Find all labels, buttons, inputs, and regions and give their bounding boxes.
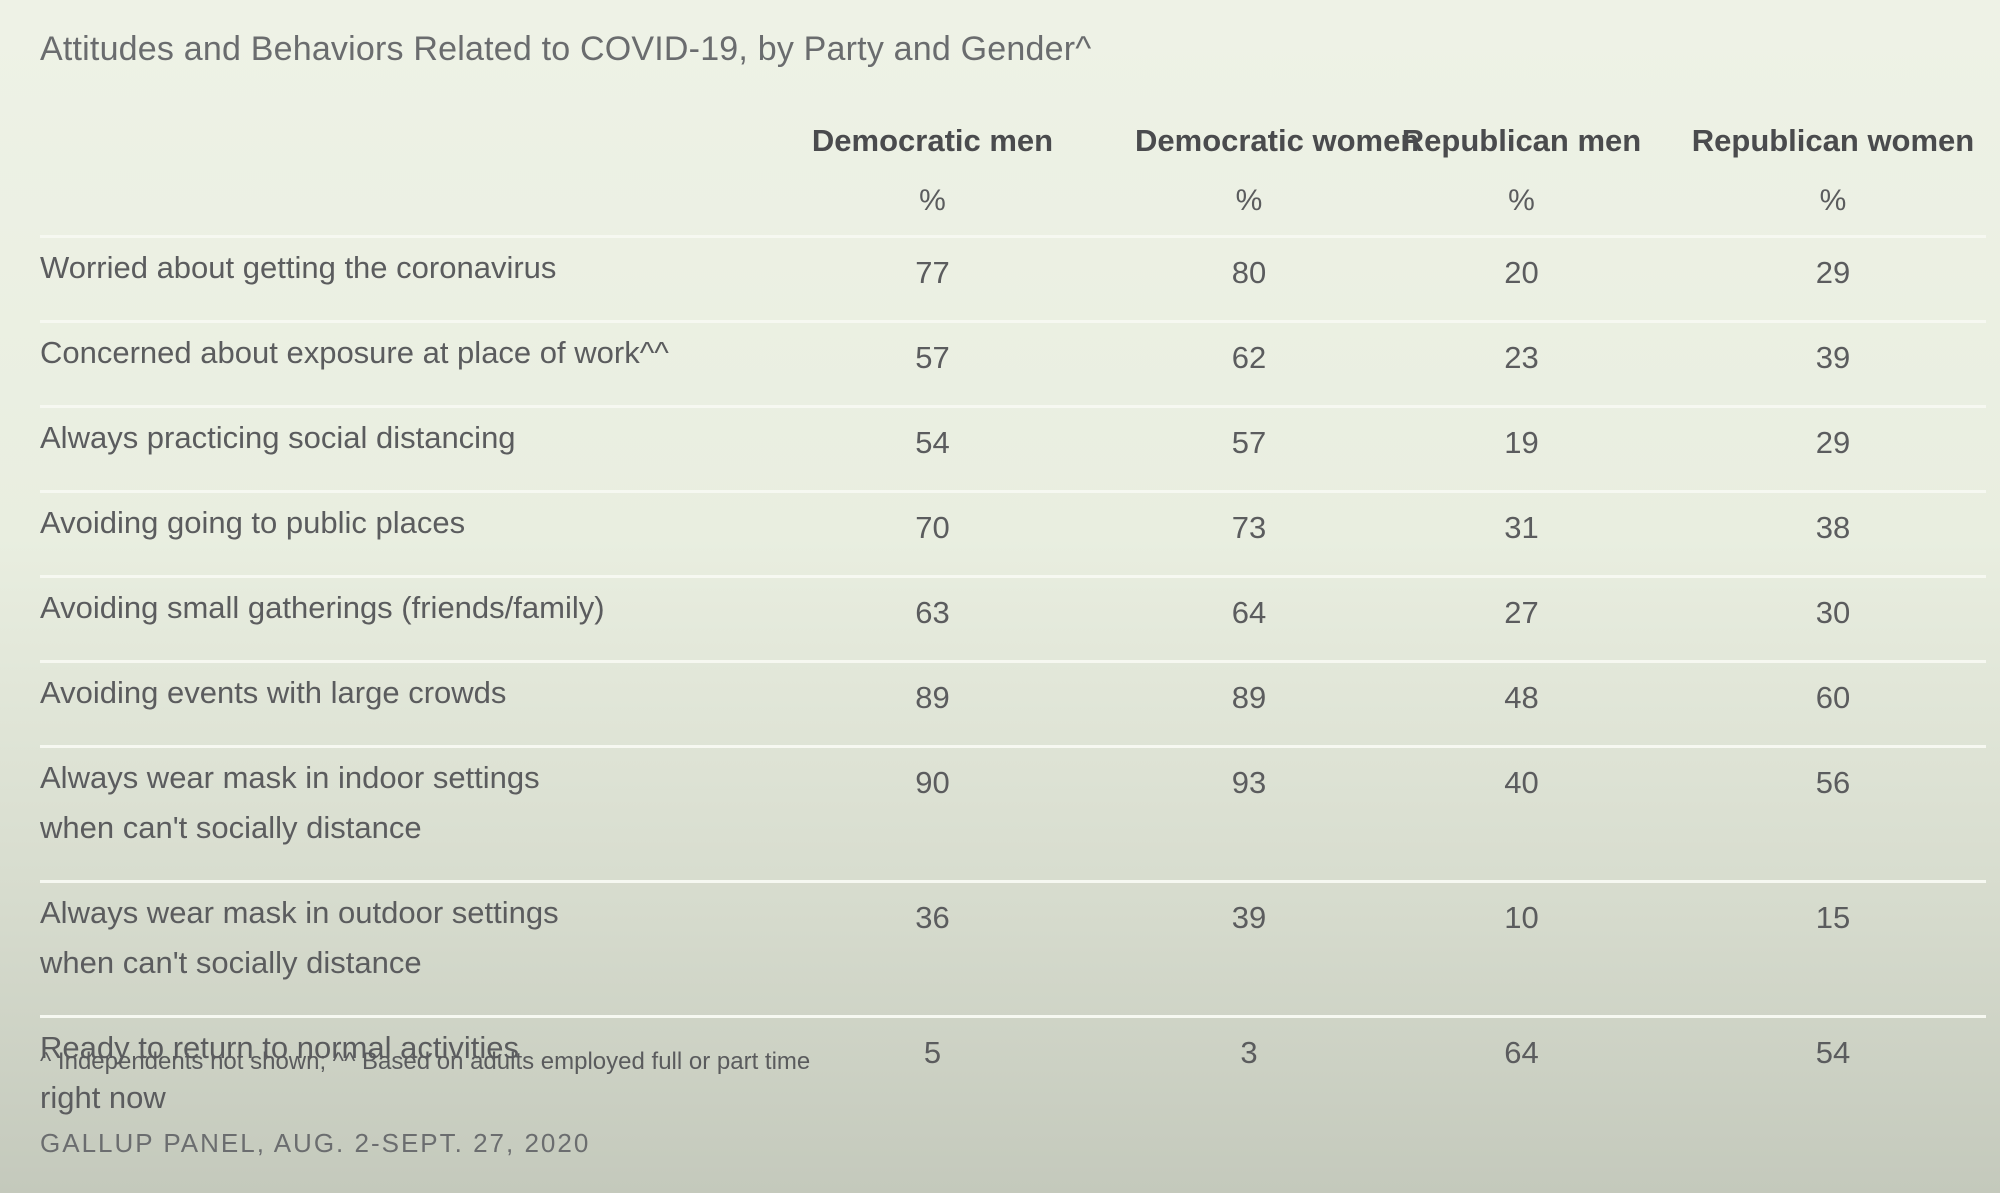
cell-value: 36	[730, 881, 1135, 1018]
column-header: Republican men	[1401, 123, 1642, 158]
units-row: % % % %	[40, 167, 1986, 238]
cell-value: 48	[1363, 661, 1680, 748]
cell-value: 54	[730, 406, 1135, 493]
cell-value: 73	[1135, 491, 1363, 578]
cell-value: 23	[1363, 321, 1680, 408]
cell-value: 31	[1363, 491, 1680, 578]
chart-title: Attitudes and Behaviors Related to COVID…	[40, 30, 1092, 68]
row-label: Avoiding events with large crowds	[40, 661, 730, 748]
row-label: Always practicing social distancing	[40, 406, 730, 493]
cell-value: 20	[1363, 236, 1680, 323]
footnote: ^ Independents not shown; ^^ Based on ad…	[40, 1048, 811, 1075]
cell-value: 15	[1680, 881, 1986, 1018]
table-row: Ready to return to normal activities righ…	[40, 1017, 1986, 1151]
cell-value: 27	[1363, 576, 1680, 663]
cell-value: 89	[1135, 661, 1363, 748]
unit-label: %	[1680, 167, 1986, 238]
header-row: Democratic men Democratic women Republic…	[40, 115, 1986, 167]
row-label: Worried about getting the coronavirus	[40, 236, 730, 323]
cell-value: 62	[1135, 321, 1363, 408]
cell-value: 54	[1815, 1035, 1851, 1070]
cell-value: 89	[730, 661, 1135, 748]
cell-value: 40	[1363, 746, 1680, 883]
table-row: Avoiding small gatherings (friends/famil…	[40, 576, 1986, 663]
cell-value: 19	[1363, 406, 1680, 493]
table-row: Worried about getting the coronavirus 77…	[40, 236, 1986, 323]
cell-value: 77	[730, 236, 1135, 323]
row-label: Avoiding going to public places	[40, 491, 730, 578]
cell-value: 29	[1680, 406, 1986, 493]
cell-value: 57	[730, 321, 1135, 408]
table-row: Avoiding events with large crowds 89 89 …	[40, 661, 1986, 748]
cell-value: 38	[1680, 491, 1986, 578]
data-table: Democratic men Democratic women Republic…	[40, 115, 1986, 1150]
cell-value: 64	[1504, 1035, 1539, 1070]
cell-value: 80	[1135, 236, 1363, 323]
unit-label: %	[730, 167, 1135, 238]
header-spacer	[40, 115, 730, 167]
cell-value: 60	[1680, 661, 1986, 748]
cell-value: 63	[730, 576, 1135, 663]
column-header: Democratic men	[811, 123, 1054, 158]
cell-value: 39	[1135, 881, 1363, 1018]
table-row: Always wear mask in indoor settings when …	[40, 746, 1986, 883]
cell-value: 57	[1135, 406, 1363, 493]
row-label: Ready to return to normal activities righ…	[40, 1030, 519, 1115]
table-row: Always wear mask in outdoor settings when…	[40, 881, 1986, 1018]
cell-value: 3	[1240, 1035, 1258, 1070]
unit-label: %	[1363, 167, 1680, 238]
table-row: Avoiding going to public places 70 73 31…	[40, 491, 1986, 578]
row-label: Always wear mask in outdoor settings when…	[40, 881, 730, 1018]
cell-value: 90	[730, 746, 1135, 883]
units-spacer	[40, 167, 730, 238]
cell-value: 64	[1135, 576, 1363, 663]
table-row: Always practicing social distancing 54 5…	[40, 406, 1986, 493]
cell-value: 10	[1363, 881, 1680, 1018]
cell-value: 93	[1135, 746, 1363, 883]
cell-value: 39	[1680, 321, 1986, 408]
cell-value: 56	[1680, 746, 1986, 883]
row-label: Concerned about exposure at place of wor…	[40, 321, 730, 408]
source-credit: GALLUP PANEL, AUG. 2-SEPT. 27, 2020	[40, 1128, 591, 1158]
column-header: Democratic women	[1135, 123, 1420, 158]
cell-value: 30	[1680, 576, 1986, 663]
table-row: Concerned about exposure at place of wor…	[40, 321, 1986, 408]
column-header: Republican women	[1691, 123, 1975, 158]
row-label: Avoiding small gatherings (friends/famil…	[40, 576, 730, 663]
cell-value: 5	[923, 1035, 942, 1070]
unit-label: %	[1135, 167, 1363, 238]
cell-value: 70	[730, 491, 1135, 578]
cell-value: 29	[1680, 236, 1986, 323]
row-label: Always wear mask in indoor settings when …	[40, 746, 730, 883]
